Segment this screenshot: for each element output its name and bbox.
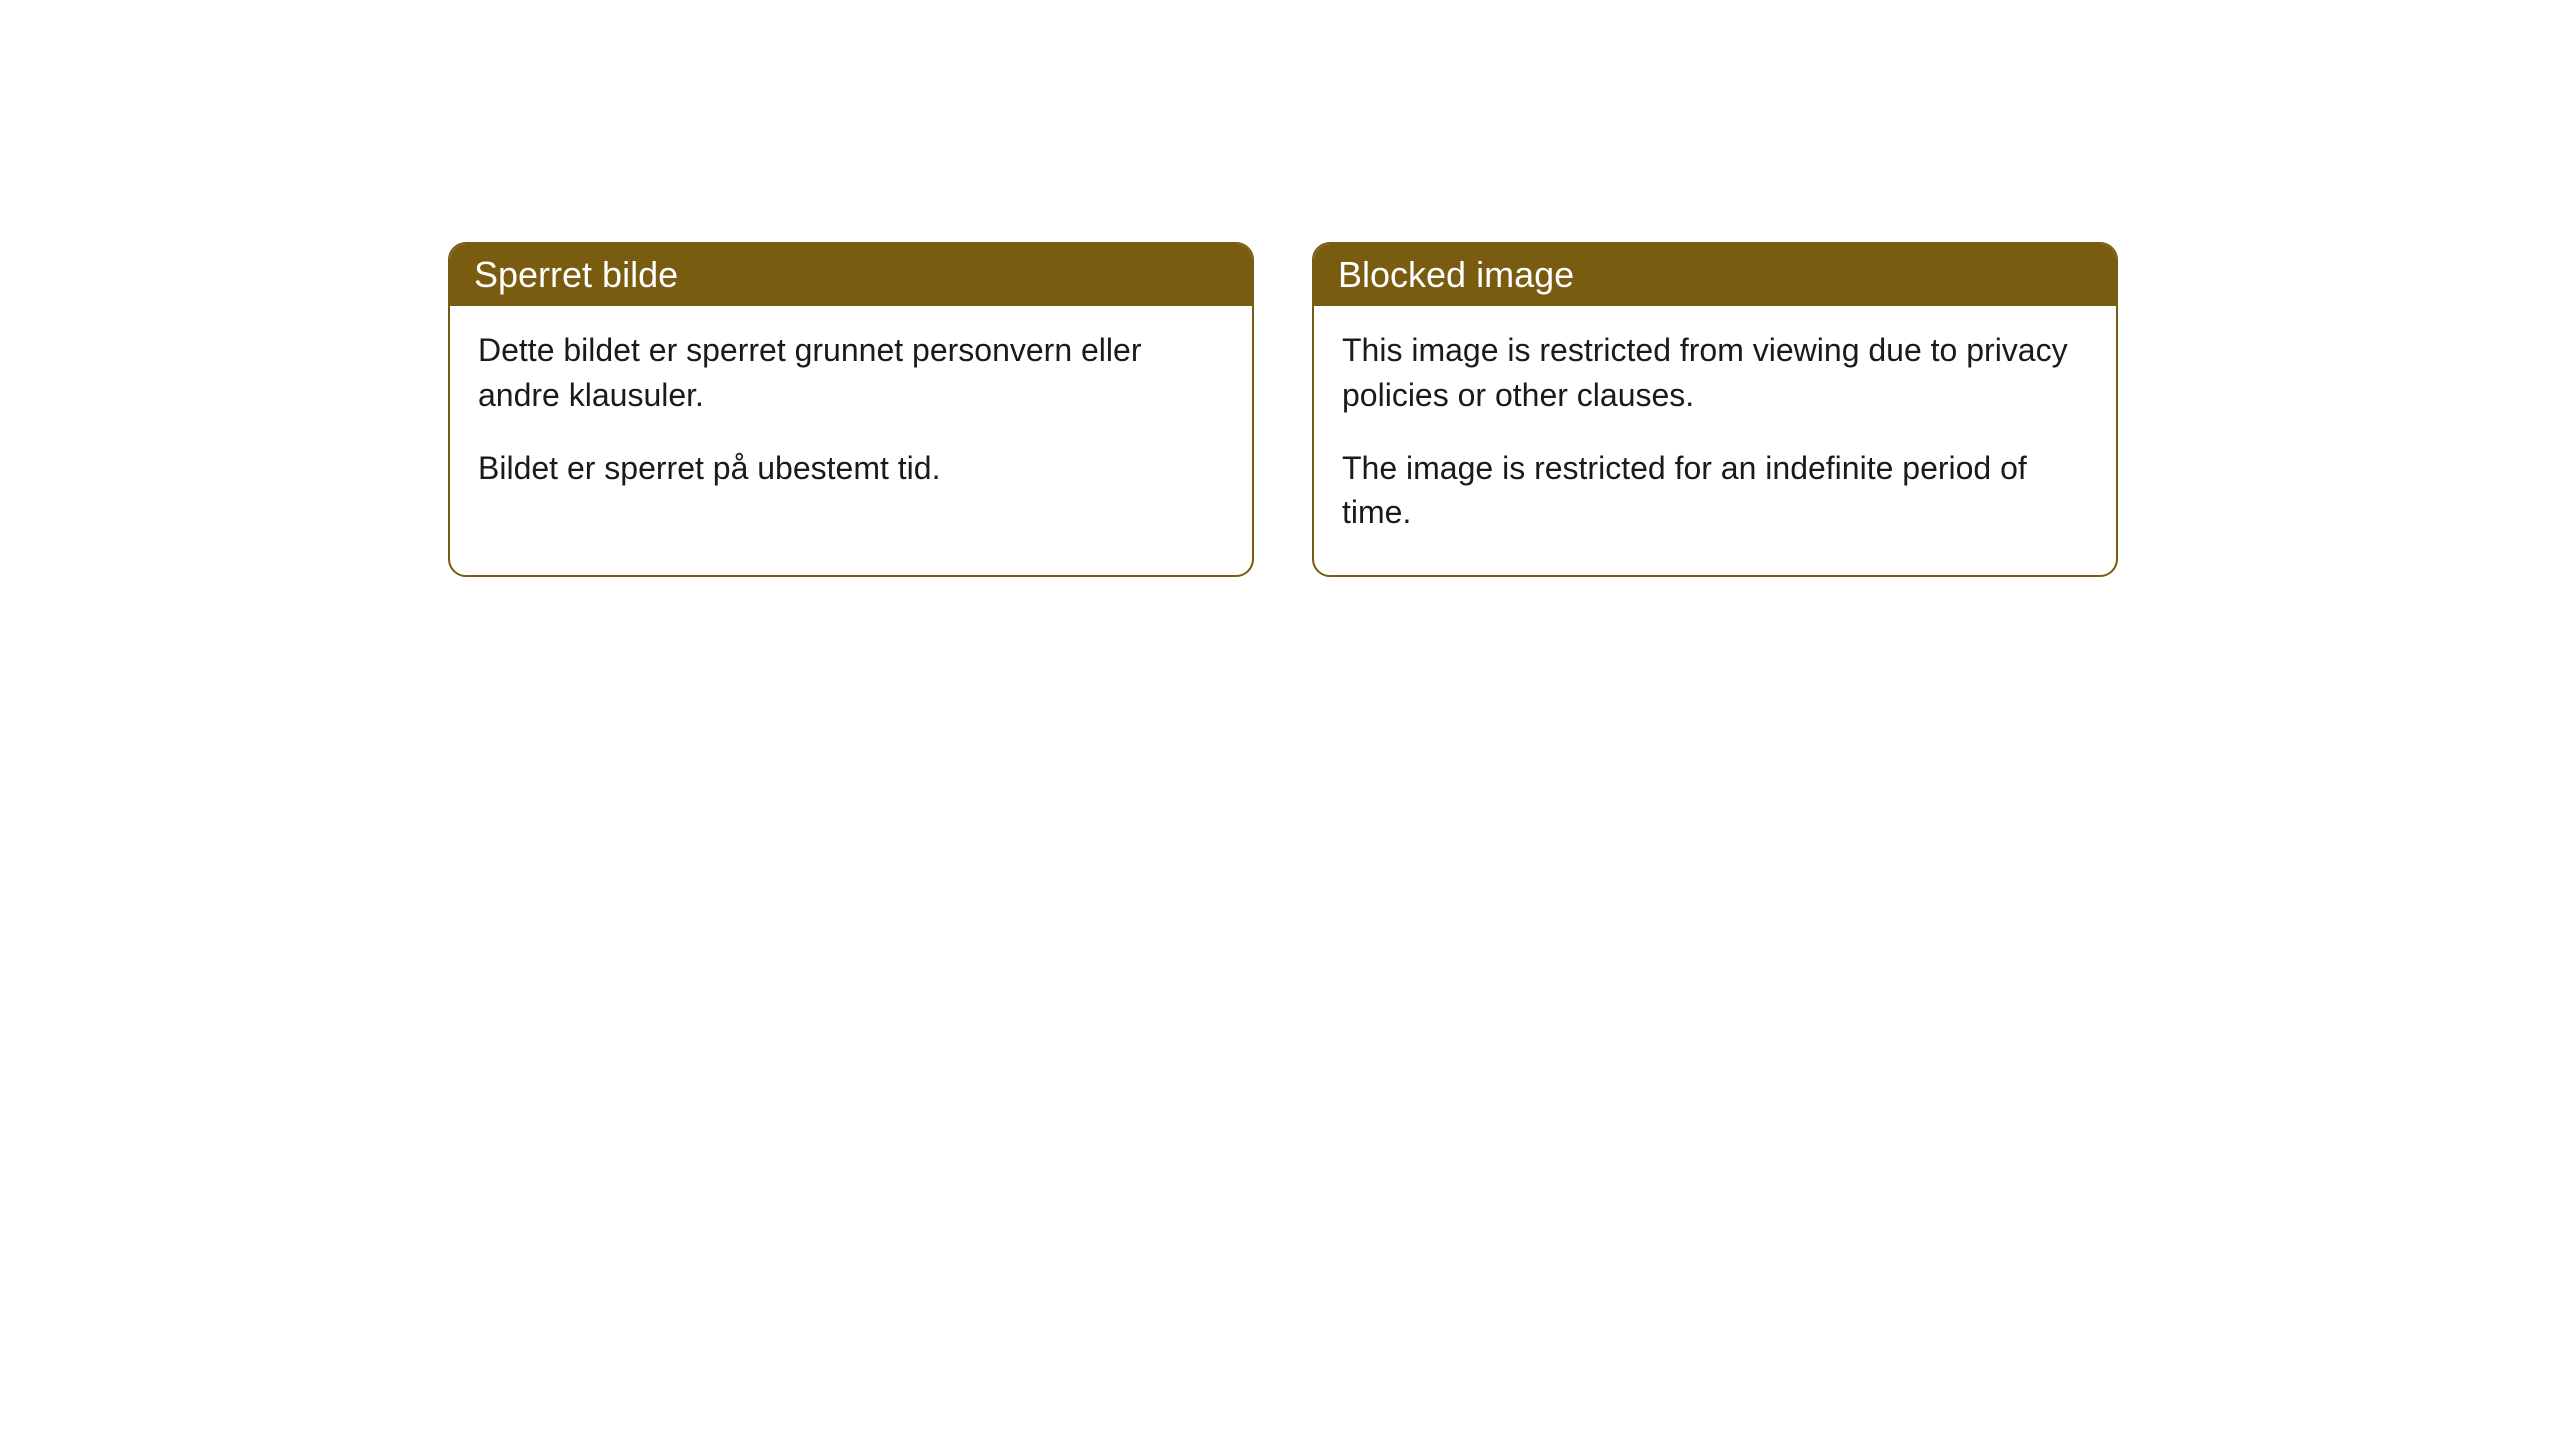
card-header-en: Blocked image — [1314, 244, 2116, 306]
card-title-no: Sperret bilde — [474, 254, 678, 295]
card-body-en: This image is restricted from viewing du… — [1314, 306, 2116, 575]
notice-cards-container: Sperret bilde Dette bildet er sperret gr… — [448, 242, 2118, 577]
card-paragraph-2-en: The image is restricted for an indefinit… — [1342, 446, 2088, 536]
card-paragraph-1-no: Dette bildet er sperret grunnet personve… — [478, 328, 1224, 418]
card-title-en: Blocked image — [1338, 254, 1574, 295]
card-body-no: Dette bildet er sperret grunnet personve… — [450, 306, 1252, 530]
card-paragraph-1-en: This image is restricted from viewing du… — [1342, 328, 2088, 418]
blocked-image-card-en: Blocked image This image is restricted f… — [1312, 242, 2118, 577]
card-header-no: Sperret bilde — [450, 244, 1252, 306]
card-paragraph-2-no: Bildet er sperret på ubestemt tid. — [478, 446, 1224, 491]
blocked-image-card-no: Sperret bilde Dette bildet er sperret gr… — [448, 242, 1254, 577]
